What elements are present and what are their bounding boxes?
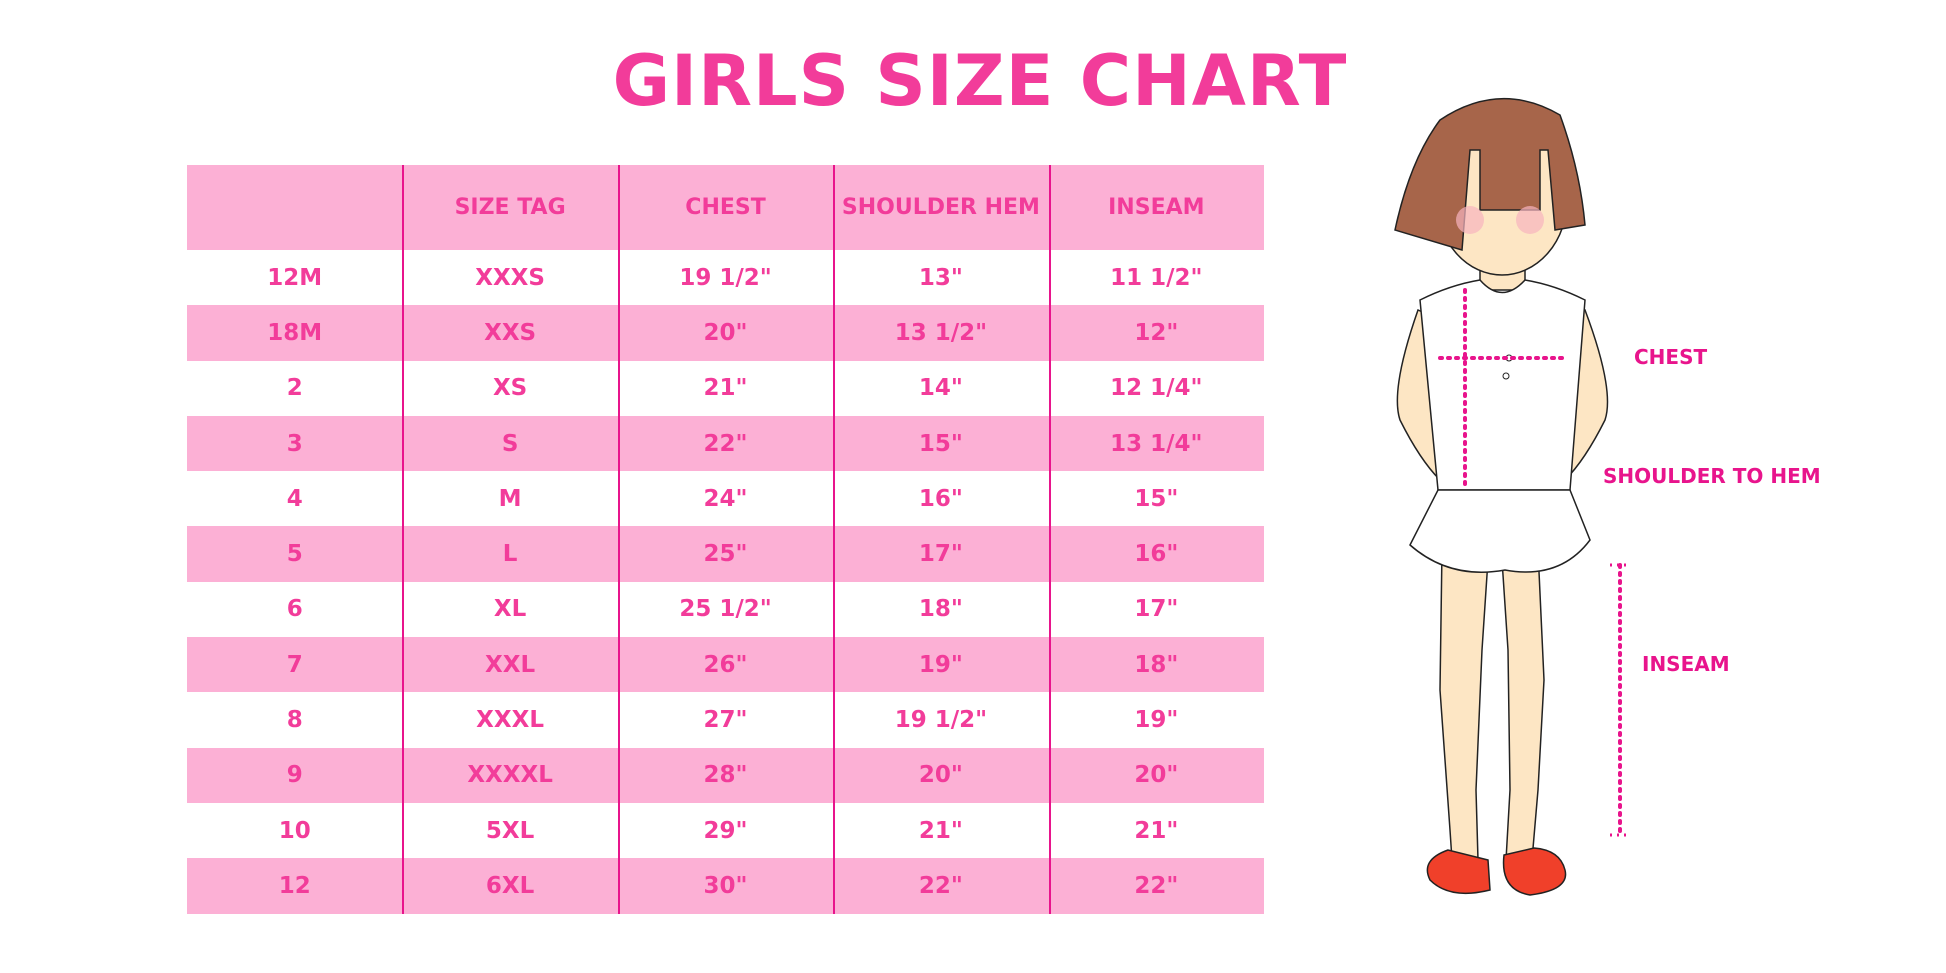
table-cell: XXXXL	[467, 762, 553, 789]
table-cell: 24"	[703, 485, 748, 512]
table-cell: 13 1/4"	[1110, 430, 1203, 457]
table-cell: 21"	[1134, 817, 1179, 844]
table-row: 8 XXXL 27" 19 1/2" 19"	[187, 692, 1264, 747]
table-cell: 15"	[1134, 485, 1179, 512]
table-row: 5 L 25" 17" 16"	[187, 526, 1264, 582]
table-row: 18M XXS 20" 13 1/2" 12"	[187, 305, 1264, 361]
table-row: 2 XS 21" 14" 12 1/4"	[187, 361, 1264, 416]
table-cell: S	[501, 430, 519, 457]
table-cell: 22"	[1134, 872, 1179, 899]
table-cell: 3	[286, 430, 303, 457]
table-cell: 20"	[1134, 762, 1179, 789]
table-cell: 17"	[918, 541, 963, 568]
table-cell: 12	[278, 872, 311, 899]
column-divider	[618, 165, 620, 914]
top-shirt	[1419, 279, 1586, 491]
table-cell: 16"	[918, 485, 963, 512]
table-cell: 20"	[918, 762, 963, 789]
table-cell: 5	[286, 541, 303, 568]
table-cell: XL	[493, 596, 527, 623]
table-cell: 19 1/2"	[679, 264, 772, 291]
inseam-label: INSEAM	[1642, 652, 1730, 676]
table-cell: 27"	[703, 707, 748, 734]
table-cell: 15"	[918, 430, 963, 457]
table-cell: 19"	[1134, 707, 1179, 734]
column-divider	[402, 165, 404, 914]
table-cell: 28"	[703, 762, 748, 789]
table-row: 12 6XL 30" 22" 22"	[187, 858, 1264, 914]
table-cell: 10	[278, 817, 311, 844]
table-cell: 16"	[1134, 541, 1179, 568]
table-cell: 9	[286, 762, 303, 789]
table-cell: XXXL	[476, 707, 545, 734]
column-divider	[833, 165, 835, 914]
size-table: SIZE TAG CHEST SHOULDER HEM INSEAM 12M XXXS 19…	[187, 165, 1264, 914]
table-cell: 6	[286, 596, 303, 623]
table-cell: 14"	[918, 375, 963, 402]
shoe-left	[1426, 849, 1491, 895]
table-cell: 18"	[918, 596, 963, 623]
table-cell: 13"	[918, 264, 963, 291]
shoulder-to-hem-label: SHOULDER TO HEM	[1603, 464, 1821, 488]
table-cell: 8	[286, 707, 303, 734]
column-header: SHOULDER HEM	[841, 195, 1040, 220]
table-cell: XS	[492, 375, 528, 402]
column-header: SIZE TAG	[454, 195, 566, 220]
table-cell: 12"	[1134, 319, 1179, 346]
table-cell: 17"	[1134, 596, 1179, 623]
table-row: 4 M 24" 16" 15"	[187, 471, 1264, 526]
table-cell: 13 1/2"	[894, 319, 988, 346]
column-header: CHEST	[685, 195, 766, 220]
page-title: GIRLS SIZE CHART	[612, 40, 1348, 122]
table-cell: 18M	[267, 319, 323, 346]
girl-illustration	[1394, 98, 1630, 896]
table-cell: 22"	[703, 430, 748, 457]
table-cell: 7	[286, 651, 303, 678]
table-row: 9 XXXXL 28" 20" 20"	[187, 747, 1264, 803]
table-cell: XXXS	[475, 264, 545, 291]
table-row: 6 XL 25 1/2" 18" 17"	[187, 582, 1264, 637]
table-cell: 20"	[703, 319, 748, 346]
table-cell: 25"	[703, 541, 748, 568]
hair	[1394, 98, 1586, 251]
table-cell: 6XL	[485, 872, 535, 899]
table-row: 12M XXXS 19 1/2" 13" 11 1/2"	[187, 250, 1264, 305]
table-cell: 12 1/4"	[1110, 375, 1203, 402]
table-cell: 21"	[918, 817, 963, 844]
table-cell: L	[502, 541, 518, 568]
table-cell: 4	[286, 485, 303, 512]
chest-label: CHEST	[1634, 345, 1708, 369]
table-cell: 19 1/2"	[894, 707, 988, 734]
table-cell: 26"	[703, 651, 748, 678]
table-cell: 5XL	[485, 817, 535, 844]
table-cell: 21"	[703, 375, 748, 402]
table-cell: 22"	[918, 872, 963, 899]
table-row: 7 XXL 26" 19" 18"	[187, 637, 1264, 693]
skirt	[1409, 489, 1591, 573]
table-cell: 30"	[703, 872, 748, 899]
leg-right	[1501, 549, 1545, 861]
column-divider	[1049, 165, 1051, 914]
table-cell: XXS	[484, 319, 537, 346]
column-header: INSEAM	[1108, 195, 1205, 220]
leg-left	[1439, 549, 1489, 861]
table-cell: 19"	[918, 651, 963, 678]
table-cell: XXL	[485, 651, 536, 678]
table-cell: M	[498, 485, 522, 512]
table-cell: 12M	[267, 264, 323, 291]
table-cell: 11 1/2"	[1110, 264, 1203, 291]
table-cell: 25 1/2"	[679, 596, 772, 623]
table-row: 3 S 22" 15" 13 1/4"	[187, 415, 1264, 472]
shoe-right	[1502, 847, 1567, 896]
table-cell: 29"	[703, 817, 748, 844]
table-row: 10 5XL 29" 21" 21"	[187, 803, 1264, 858]
table-cell: 18"	[1134, 651, 1179, 678]
table-cell: 2	[286, 375, 303, 402]
table-header-row: SIZE TAG CHEST SHOULDER HEM INSEAM	[187, 165, 1264, 250]
